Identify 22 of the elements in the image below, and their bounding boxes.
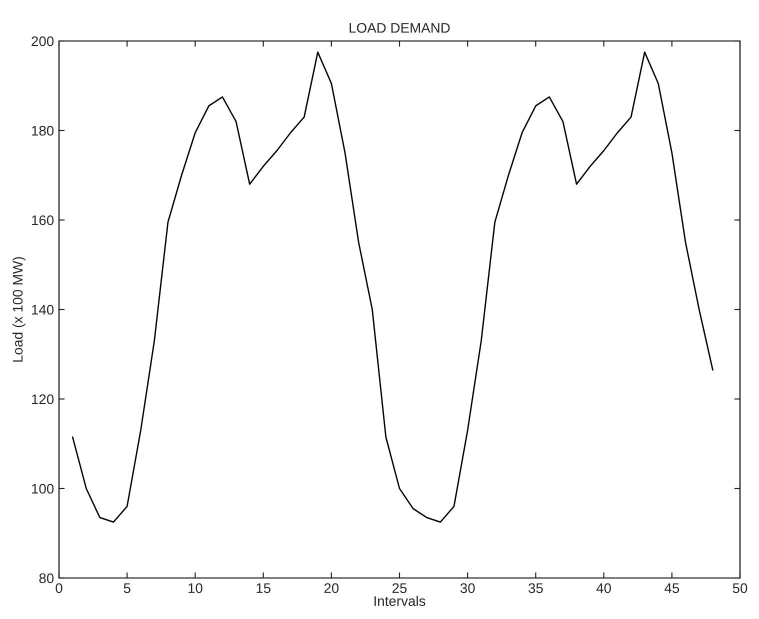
- x-axis-title: Intervals: [374, 596, 426, 606]
- x-tick-label: 35: [528, 583, 543, 594]
- x-tick-label: 30: [460, 583, 475, 594]
- x-tick-label: 0: [56, 583, 62, 594]
- x-tick-label: 50: [732, 583, 748, 594]
- x-tick-label: 40: [596, 583, 611, 594]
- x-tick-label: 10: [188, 583, 202, 594]
- chart-title: LOAD DEMAND: [350, 22, 450, 33]
- y-tick-label: 180: [32, 126, 54, 136]
- y-tick-label: 100: [32, 484, 54, 494]
- y-tick-label: 80: [39, 573, 54, 584]
- y-tick-label: 140: [32, 304, 54, 315]
- x-tick-label: 15: [256, 583, 270, 594]
- y-tick-label: 120: [32, 394, 54, 404]
- y-tick-label: 160: [32, 215, 54, 226]
- x-tick-label: 25: [392, 583, 407, 594]
- x-tick-label: 45: [664, 583, 680, 594]
- y-axis-title: Load (x 100 MW): [12, 257, 26, 362]
- line-series: [72, 51, 714, 523]
- y-tick-label: 200: [32, 36, 54, 46]
- x-tick-label: 5: [124, 583, 130, 594]
- x-tick-label: 20: [324, 583, 339, 594]
